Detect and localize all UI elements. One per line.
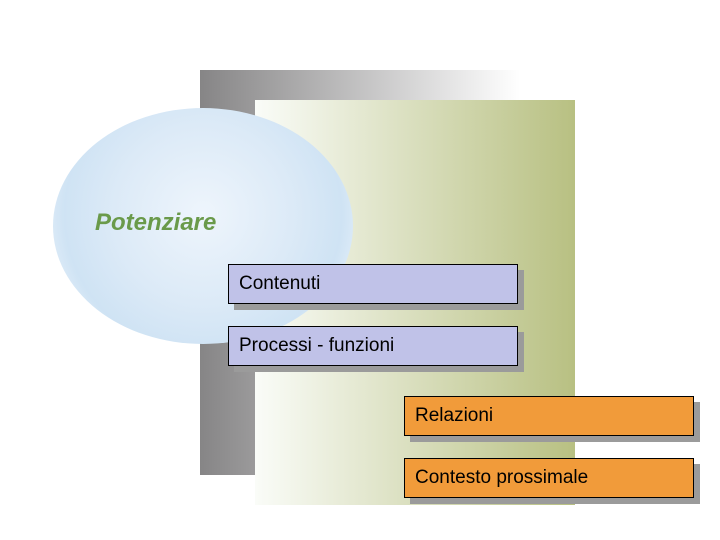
diagram-canvas: Potenziare Contenuti Processi - funzioni…: [0, 0, 720, 540]
box-label: Processi - funzioni: [239, 335, 394, 357]
box-contenuti: Contenuti: [228, 264, 518, 304]
box-label: Contesto prossimale: [415, 467, 588, 489]
box-processi: Processi - funzioni: [228, 326, 518, 366]
box-contesto: Contesto prossimale: [404, 458, 694, 498]
box-label: Relazioni: [415, 405, 493, 427]
box-relazioni: Relazioni: [404, 396, 694, 436]
box-label: Contenuti: [239, 273, 320, 295]
diagram-title: Potenziare: [95, 209, 216, 237]
